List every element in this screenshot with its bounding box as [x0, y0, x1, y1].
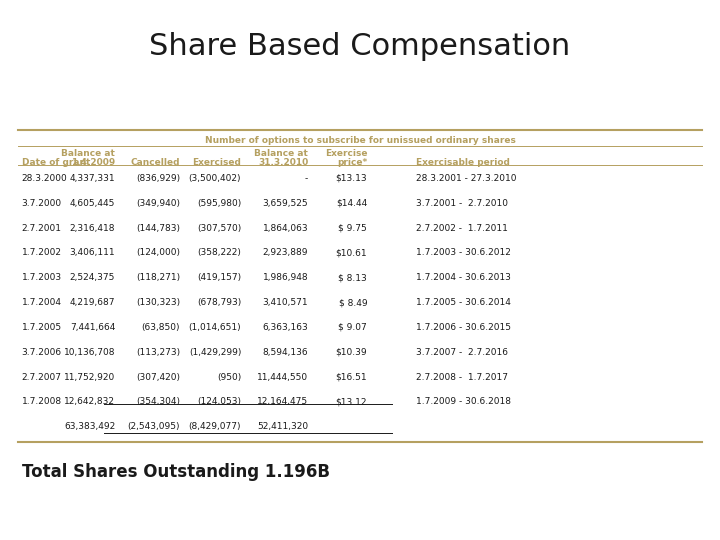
Text: (349,940): (349,940) [136, 199, 180, 208]
Text: (8,429,077): (8,429,077) [189, 422, 241, 431]
Text: 11,752,920: 11,752,920 [64, 373, 115, 382]
Text: $10.61: $10.61 [336, 248, 367, 258]
Text: (307,570): (307,570) [197, 224, 241, 233]
Text: -: - [305, 174, 308, 183]
Text: (130,323): (130,323) [136, 298, 180, 307]
Text: $13.12: $13.12 [336, 397, 367, 407]
Text: 6,363,163: 6,363,163 [262, 323, 308, 332]
Text: 3.7.2000: 3.7.2000 [22, 199, 62, 208]
Text: 52,411,320: 52,411,320 [257, 422, 308, 431]
Text: 2,923,889: 2,923,889 [263, 248, 308, 258]
Text: (307,420): (307,420) [136, 373, 180, 382]
Text: (419,157): (419,157) [197, 273, 241, 282]
Text: 28.3.2000: 28.3.2000 [22, 174, 68, 183]
Text: $ 9.75: $ 9.75 [338, 224, 367, 233]
Text: Cancelled: Cancelled [130, 158, 180, 167]
Text: $10.39: $10.39 [336, 348, 367, 357]
Text: 10,136,708: 10,136,708 [63, 348, 115, 357]
Text: $16.51: $16.51 [336, 373, 367, 382]
Text: $14.44: $14.44 [336, 199, 367, 208]
Text: Number of options to subscribe for unissued ordinary shares: Number of options to subscribe for uniss… [204, 136, 516, 145]
Text: 31.3.2010: 31.3.2010 [258, 158, 308, 167]
Text: 1.7.2008: 1.7.2008 [22, 397, 62, 407]
Text: (113,273): (113,273) [136, 348, 180, 357]
Text: 1.7.2006 - 30.6.2015: 1.7.2006 - 30.6.2015 [416, 323, 511, 332]
Text: (950): (950) [217, 373, 241, 382]
Text: 11,444,550: 11,444,550 [257, 373, 308, 382]
Text: (358,222): (358,222) [197, 248, 241, 258]
Text: (836,929): (836,929) [136, 174, 180, 183]
Text: 1.7.2005 - 30.6.2014: 1.7.2005 - 30.6.2014 [416, 298, 511, 307]
Text: 2.7.2008 -  1.7.2017: 2.7.2008 - 1.7.2017 [416, 373, 508, 382]
Text: 1.7.2005: 1.7.2005 [22, 323, 62, 332]
Text: 12,164,475: 12,164,475 [257, 397, 308, 407]
Text: $13.13: $13.13 [336, 174, 367, 183]
Text: (63,850): (63,850) [142, 323, 180, 332]
Text: 1,986,948: 1,986,948 [263, 273, 308, 282]
Text: (354,304): (354,304) [136, 397, 180, 407]
Text: (118,271): (118,271) [136, 273, 180, 282]
Text: 2.7.2001: 2.7.2001 [22, 224, 62, 233]
Text: (1,429,299): (1,429,299) [189, 348, 241, 357]
Text: 1.7.2004 - 30.6.2013: 1.7.2004 - 30.6.2013 [416, 273, 511, 282]
Text: (124,000): (124,000) [136, 248, 180, 258]
Text: Date of grant: Date of grant [22, 158, 90, 167]
Text: 12,642,832: 12,642,832 [64, 397, 115, 407]
Text: 3,659,525: 3,659,525 [263, 199, 308, 208]
Text: 1.7.2003: 1.7.2003 [22, 273, 62, 282]
Text: 3.7.2006: 3.7.2006 [22, 348, 62, 357]
Text: Balance at: Balance at [61, 148, 115, 158]
Text: 2,524,375: 2,524,375 [70, 273, 115, 282]
Text: 4,219,687: 4,219,687 [70, 298, 115, 307]
Text: 1.7.2004: 1.7.2004 [22, 298, 62, 307]
Text: 28.3.2001 - 27.3.2010: 28.3.2001 - 27.3.2010 [416, 174, 517, 183]
Text: Exercised: Exercised [192, 158, 241, 167]
Text: (124,053): (124,053) [197, 397, 241, 407]
Text: 4,605,445: 4,605,445 [70, 199, 115, 208]
Text: Exercise: Exercise [325, 148, 367, 158]
Text: 2.7.2002 -  1.7.2011: 2.7.2002 - 1.7.2011 [416, 224, 508, 233]
Text: 1.7.2002: 1.7.2002 [22, 248, 62, 258]
Text: 3.7.2001 -  2.7.2010: 3.7.2001 - 2.7.2010 [416, 199, 508, 208]
Text: 1.7.2009 - 30.6.2018: 1.7.2009 - 30.6.2018 [416, 397, 511, 407]
Text: (3,500,402): (3,500,402) [189, 174, 241, 183]
Text: 1.7.2003 - 30.6.2012: 1.7.2003 - 30.6.2012 [416, 248, 511, 258]
Text: price*: price* [337, 158, 367, 167]
Text: (144,783): (144,783) [136, 224, 180, 233]
Text: 3,406,111: 3,406,111 [70, 248, 115, 258]
Text: (1,014,651): (1,014,651) [189, 323, 241, 332]
Text: 8,594,136: 8,594,136 [263, 348, 308, 357]
Text: 3.7.2007 -  2.7.2016: 3.7.2007 - 2.7.2016 [416, 348, 508, 357]
Text: Share Based Compensation: Share Based Compensation [149, 32, 571, 62]
Text: Balance at: Balance at [254, 148, 308, 158]
Text: 63,383,492: 63,383,492 [64, 422, 115, 431]
Text: (595,980): (595,980) [197, 199, 241, 208]
Text: 3,410,571: 3,410,571 [263, 298, 308, 307]
Text: Total Shares Outstanding 1.196B: Total Shares Outstanding 1.196B [22, 463, 330, 481]
Text: $ 9.07: $ 9.07 [338, 323, 367, 332]
Text: 2,316,418: 2,316,418 [70, 224, 115, 233]
Text: 7,441,664: 7,441,664 [70, 323, 115, 332]
Text: $ 8.13: $ 8.13 [338, 273, 367, 282]
Text: Exercisable period: Exercisable period [416, 158, 510, 167]
Text: 1.4.2009: 1.4.2009 [71, 158, 115, 167]
Text: $ 8.49: $ 8.49 [338, 298, 367, 307]
Text: 2.7.2007: 2.7.2007 [22, 373, 62, 382]
Text: 1,864,063: 1,864,063 [263, 224, 308, 233]
Text: (2,543,095): (2,543,095) [127, 422, 180, 431]
Text: (678,793): (678,793) [197, 298, 241, 307]
Text: 4,337,331: 4,337,331 [70, 174, 115, 183]
